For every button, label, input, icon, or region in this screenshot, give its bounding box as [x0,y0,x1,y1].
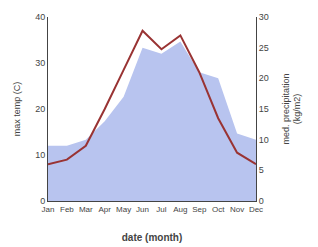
svg-text:max temp (C): max temp (C) [12,82,22,137]
svg-text:Nov: Nov [230,205,244,214]
svg-text:Dec: Dec [249,205,263,214]
svg-text:Oct: Oct [212,205,225,214]
svg-text:10: 10 [35,150,45,160]
svg-text:30: 30 [259,12,269,22]
svg-text:20: 20 [35,104,45,114]
svg-text:0: 0 [259,196,264,206]
svg-text:40: 40 [35,12,45,22]
svg-text:Jun: Jun [136,205,149,214]
svg-text:Feb: Feb [60,205,74,214]
svg-text:5: 5 [259,165,264,175]
svg-text:med. precipitation(kg/m2): med. precipitation(kg/m2) [281,73,303,144]
svg-text:Jul: Jul [156,205,166,214]
svg-text:Jan: Jan [42,205,55,214]
svg-text:20: 20 [259,73,269,83]
svg-text:Mar: Mar [79,205,93,214]
svg-text:Aug: Aug [173,205,187,214]
svg-text:15: 15 [259,104,269,114]
svg-text:30: 30 [35,58,45,68]
svg-text:date (month): date (month) [122,232,183,243]
svg-text:10: 10 [259,135,269,145]
svg-text:Sep: Sep [192,205,207,214]
svg-text:Apr: Apr [99,205,112,214]
svg-text:May: May [116,205,131,214]
svg-text:0: 0 [40,196,45,206]
svg-text:25: 25 [259,43,269,53]
